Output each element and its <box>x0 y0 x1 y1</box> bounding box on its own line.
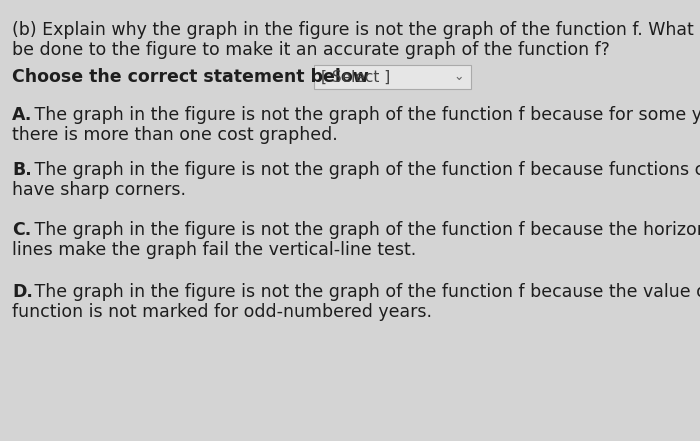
Text: A.: A. <box>12 106 32 124</box>
Text: ⌄: ⌄ <box>454 71 464 83</box>
Text: [ Select ]: [ Select ] <box>321 70 391 85</box>
Text: B.: B. <box>12 161 32 179</box>
Text: (b) Explain why the graph in the figure is not the graph of the function f. What: (b) Explain why the graph in the figure … <box>12 21 700 39</box>
Text: Choose the correct statement below: Choose the correct statement below <box>12 68 369 86</box>
Text: function is not marked for odd-numbered years.: function is not marked for odd-numbered … <box>12 303 432 321</box>
Text: be done to the figure to make it an accurate graph of the function f?: be done to the figure to make it an accu… <box>12 41 610 59</box>
Text: The graph in the figure is not the graph of the function f because the horizonta: The graph in the figure is not the graph… <box>29 221 700 239</box>
FancyBboxPatch shape <box>314 65 471 89</box>
Text: The graph in the figure is not the graph of the function f because functions can: The graph in the figure is not the graph… <box>29 161 700 179</box>
Text: The graph in the figure is not the graph of the function f because for some year: The graph in the figure is not the graph… <box>29 106 700 124</box>
Text: lines make the graph fail the vertical-line test.: lines make the graph fail the vertical-l… <box>12 241 416 259</box>
Text: C.: C. <box>12 221 32 239</box>
Text: have sharp corners.: have sharp corners. <box>12 181 186 199</box>
Text: there is more than one cost graphed.: there is more than one cost graphed. <box>12 126 337 144</box>
Text: D.: D. <box>12 283 33 301</box>
Text: The graph in the figure is not the graph of the function f because the value of : The graph in the figure is not the graph… <box>29 283 700 301</box>
